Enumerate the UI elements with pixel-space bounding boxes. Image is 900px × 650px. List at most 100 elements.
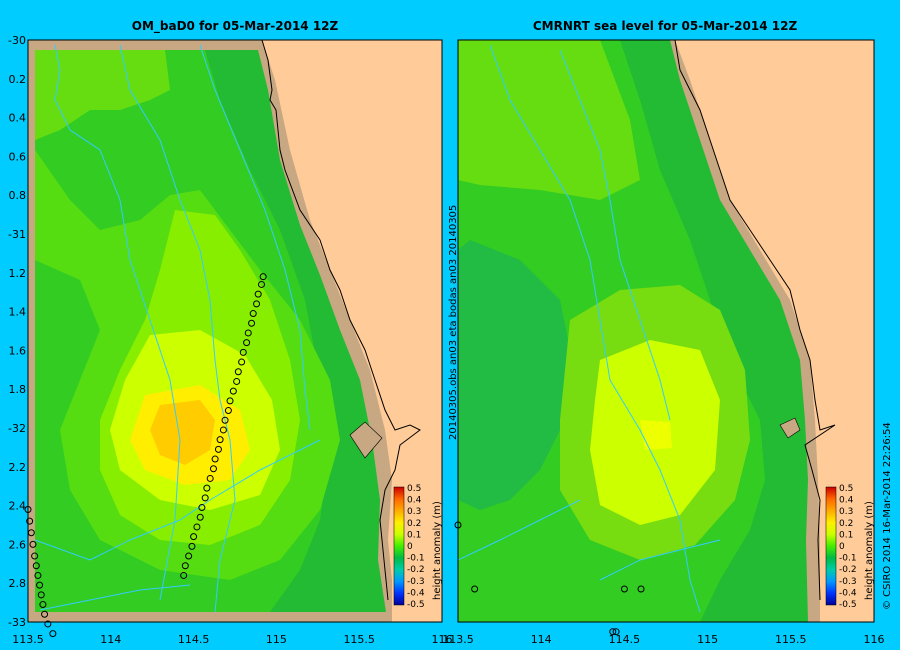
track-marker bbox=[31, 552, 39, 560]
track-marker bbox=[44, 620, 52, 628]
colorbar-tick-label: 0.1 bbox=[839, 530, 853, 540]
island bbox=[779, 417, 801, 439]
current-line bbox=[458, 499, 581, 561]
track-marker bbox=[257, 280, 265, 288]
observation-marker bbox=[612, 628, 620, 636]
colorbar-tick-label: 0.5 bbox=[839, 484, 853, 494]
colorbar-tick-label: 0 bbox=[839, 542, 845, 552]
track-marker bbox=[214, 445, 222, 453]
y-tick-label: 1.4 bbox=[9, 306, 27, 319]
colorbar-tick-label: 0.4 bbox=[839, 496, 854, 506]
x-tick-label: 115.5 bbox=[775, 633, 807, 646]
colorbar-tick-label: -0.1 bbox=[407, 554, 425, 564]
field-level-nw bbox=[35, 50, 170, 140]
current-line bbox=[559, 49, 671, 421]
y-tick-label: 2.8 bbox=[9, 577, 27, 590]
track-marker bbox=[224, 407, 232, 415]
right-chart-title: CMRNRT sea level for 05-Mar-2014 12Z bbox=[533, 19, 798, 33]
left-map-panel bbox=[28, 40, 442, 622]
x-tick-label: 114 bbox=[100, 633, 121, 646]
right-colorbar-label: height anomaly (m) bbox=[864, 501, 875, 600]
field-level-0.2 bbox=[640, 420, 672, 450]
colorbar-tick-label: 0.1 bbox=[407, 530, 421, 540]
track-marker bbox=[254, 290, 262, 298]
y-tick-label: 2.6 bbox=[9, 538, 27, 551]
colorbar-tick-label: -0.4 bbox=[839, 588, 857, 598]
track-marker bbox=[39, 601, 47, 609]
left-colorbar-label: height anomaly (m) bbox=[432, 501, 443, 600]
y-tick-label: 0.4 bbox=[9, 112, 27, 125]
left-track-markers bbox=[24, 273, 267, 638]
y-tick-label: -32 bbox=[8, 422, 26, 435]
track-marker bbox=[249, 310, 257, 318]
observation-marker bbox=[620, 585, 628, 593]
current-line bbox=[34, 439, 321, 561]
left-colorbar: 0.5 0.40.3 0.20.1 0 -0.1-0.2 -0.3-0.4 -0.5 hei… bbox=[393, 484, 443, 610]
track-marker bbox=[244, 329, 252, 337]
colorbar-tick-label: -0.5 bbox=[407, 600, 425, 610]
colorbar-tick-label: -0.4 bbox=[407, 588, 425, 598]
y-tick-label: -31 bbox=[8, 228, 26, 241]
track-marker bbox=[37, 591, 45, 599]
y-tick-label: 1.2 bbox=[9, 267, 27, 280]
track-marker bbox=[29, 540, 37, 548]
track-marker bbox=[229, 387, 237, 395]
x-tick-label: 116 bbox=[432, 633, 453, 646]
left-y-axis: -30 0.2 0.4 0.6 0.8 -31 1.2 1.4 1.6 1.8 -32 2.2 2.4 2… bbox=[8, 34, 26, 629]
field-level-0.25 bbox=[150, 400, 215, 465]
field-level-west bbox=[458, 240, 570, 510]
track-marker bbox=[253, 300, 261, 308]
track-marker bbox=[36, 581, 44, 589]
copyright-label: © CSIRO 2014 16-Mar-2014 22:26:54 bbox=[882, 422, 893, 610]
colorbar-tick-label: -0.2 bbox=[407, 565, 425, 575]
colorbar-tick-label: -0.3 bbox=[407, 577, 425, 587]
track-marker bbox=[198, 504, 206, 512]
track-marker bbox=[24, 505, 32, 513]
colorbar-tick-label: -0.3 bbox=[839, 577, 857, 587]
track-marker bbox=[181, 562, 189, 570]
track-marker bbox=[219, 426, 227, 434]
x-tick-label: 114.5 bbox=[178, 633, 210, 646]
right-colorbar: 0.5 0.40.3 0.20.1 0 -0.1-0.2 -0.3-0.4 -0.5 hei… bbox=[825, 484, 875, 610]
y-tick-label: 0.6 bbox=[9, 150, 27, 163]
track-marker bbox=[216, 436, 224, 444]
track-marker bbox=[239, 348, 247, 356]
right-observation-markers bbox=[454, 521, 645, 636]
left-chart-title: OM_baD0 for 05-Mar-2014 12Z bbox=[132, 19, 339, 34]
colorbar-tick-label: 0.4 bbox=[407, 496, 422, 506]
colorbar-tick-label: -0.2 bbox=[839, 565, 857, 575]
x-tick-label: 114 bbox=[531, 633, 552, 646]
right-colorbar-ramp bbox=[825, 486, 837, 606]
right-plot-frame bbox=[457, 39, 875, 623]
y-tick-label: 1.8 bbox=[9, 383, 27, 396]
track-marker bbox=[190, 533, 198, 541]
current-line bbox=[119, 44, 236, 613]
x-tick-label: 115 bbox=[697, 633, 718, 646]
track-marker bbox=[203, 484, 211, 492]
coastline bbox=[261, 40, 421, 601]
observation-marker bbox=[637, 585, 645, 593]
colorbar-tick-label: -0.5 bbox=[839, 600, 857, 610]
colorbar-tick-label: -0.1 bbox=[839, 554, 857, 564]
track-marker bbox=[193, 523, 201, 531]
island bbox=[349, 421, 383, 459]
track-marker bbox=[211, 455, 219, 463]
colorbar-tick-label: 0 bbox=[407, 542, 413, 552]
track-marker bbox=[26, 517, 34, 525]
current-line bbox=[54, 44, 181, 601]
track-marker bbox=[233, 377, 241, 385]
track-marker bbox=[243, 339, 251, 347]
right-x-axis: 113.5 114 114.5 115 115.5 116 bbox=[442, 633, 884, 646]
y-tick-label: 0.2 bbox=[9, 73, 27, 86]
y-tick-label: 2.2 bbox=[9, 461, 27, 474]
track-marker bbox=[226, 397, 234, 405]
colorbar-tick-label: 0.2 bbox=[407, 519, 421, 529]
current-line bbox=[199, 44, 311, 431]
x-tick-label: 115.5 bbox=[343, 633, 375, 646]
track-marker bbox=[180, 571, 188, 579]
x-tick-label: 116 bbox=[864, 633, 885, 646]
field-level-north bbox=[458, 40, 640, 200]
colorbar-tick-label: 0.5 bbox=[407, 484, 421, 494]
colorbar-tick-label: 0.3 bbox=[839, 507, 853, 517]
